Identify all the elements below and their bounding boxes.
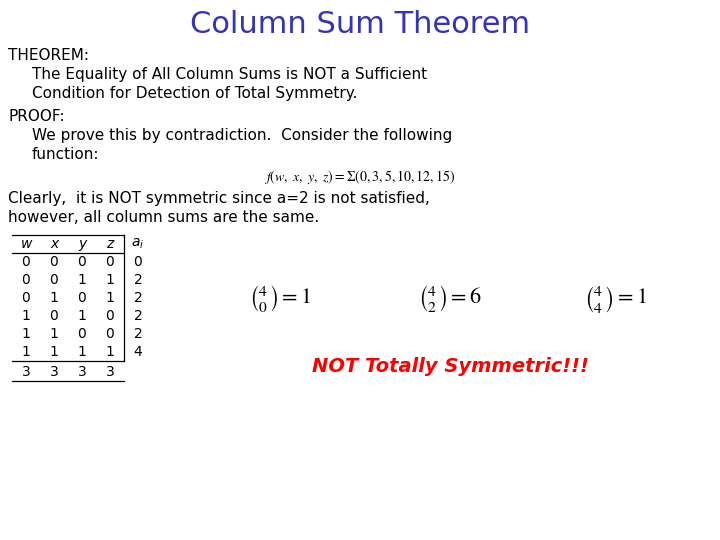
Text: 0: 0 (106, 255, 114, 269)
Text: $\binom{4}{4}=1$: $\binom{4}{4}=1$ (584, 284, 647, 314)
Text: 0: 0 (50, 309, 58, 323)
Text: 0: 0 (50, 255, 58, 269)
Text: THEOREM:: THEOREM: (8, 48, 89, 63)
Text: The Equality of All Column Sums is NOT a Sufficient: The Equality of All Column Sums is NOT a… (32, 67, 427, 82)
Text: We prove this by contradiction.  Consider the following: We prove this by contradiction. Consider… (32, 128, 452, 143)
Text: $\binom{4}{0}=1$: $\binom{4}{0}=1$ (249, 284, 311, 314)
Text: 1: 1 (50, 291, 58, 305)
Text: 3: 3 (22, 365, 30, 379)
Text: Clearly,  it is NOT symmetric since a=2 is not satisfied,: Clearly, it is NOT symmetric since a=2 i… (8, 191, 430, 206)
Text: 0: 0 (78, 327, 86, 341)
Text: $f(w,\ x,\ y,\ z) = \Sigma(0,3,5,10,12,15)$: $f(w,\ x,\ y,\ z) = \Sigma(0,3,5,10,12,1… (264, 168, 456, 186)
Text: 0: 0 (134, 255, 143, 269)
Text: NOT Totally Symmetric!!!: NOT Totally Symmetric!!! (312, 357, 588, 376)
Text: 1: 1 (22, 327, 30, 341)
Text: 1: 1 (50, 345, 58, 359)
Text: 3: 3 (50, 365, 58, 379)
Text: 1: 1 (78, 273, 86, 287)
Text: 0: 0 (106, 309, 114, 323)
Text: 1: 1 (50, 327, 58, 341)
Text: however, all column sums are the same.: however, all column sums are the same. (8, 210, 319, 225)
Text: 4: 4 (134, 345, 143, 359)
Text: 1: 1 (106, 345, 114, 359)
Text: 0: 0 (78, 291, 86, 305)
Text: 1: 1 (22, 309, 30, 323)
Text: 3: 3 (78, 365, 86, 379)
Text: 1: 1 (22, 345, 30, 359)
Text: x: x (50, 237, 58, 251)
Text: $a_i$: $a_i$ (132, 237, 145, 252)
Text: $\binom{4}{2}=6$: $\binom{4}{2}=6$ (418, 284, 482, 314)
Text: Column Sum Theorem: Column Sum Theorem (190, 10, 530, 39)
Text: 2: 2 (134, 273, 143, 287)
Text: y: y (78, 237, 86, 251)
Text: 1: 1 (106, 273, 114, 287)
Text: Condition for Detection of Total Symmetry.: Condition for Detection of Total Symmetr… (32, 86, 358, 101)
Text: z: z (107, 237, 114, 251)
Text: 1: 1 (78, 309, 86, 323)
Text: 0: 0 (78, 255, 86, 269)
Text: 2: 2 (134, 309, 143, 323)
Text: 2: 2 (134, 327, 143, 341)
Text: 0: 0 (50, 273, 58, 287)
Text: 1: 1 (106, 291, 114, 305)
Text: 0: 0 (22, 255, 30, 269)
Text: 3: 3 (106, 365, 114, 379)
Text: 2: 2 (134, 291, 143, 305)
Text: 0: 0 (22, 273, 30, 287)
Text: w: w (20, 237, 32, 251)
Text: PROOF:: PROOF: (8, 109, 65, 124)
Text: function:: function: (32, 147, 99, 162)
Text: 1: 1 (78, 345, 86, 359)
Text: 0: 0 (22, 291, 30, 305)
Text: 0: 0 (106, 327, 114, 341)
